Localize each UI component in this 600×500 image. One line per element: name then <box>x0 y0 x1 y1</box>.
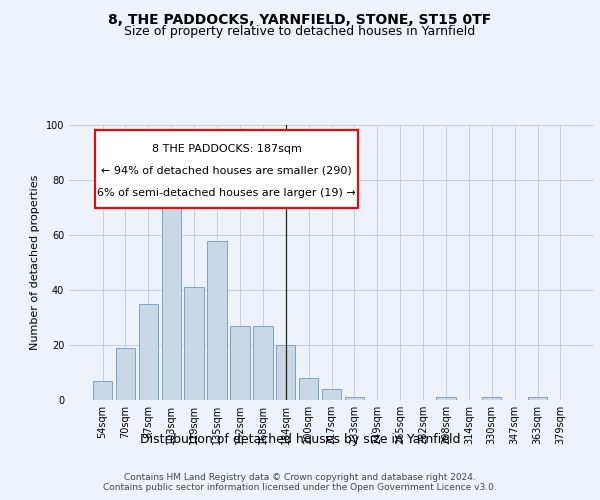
Text: 8, THE PADDOCKS, YARNFIELD, STONE, ST15 0TF: 8, THE PADDOCKS, YARNFIELD, STONE, ST15 … <box>109 12 491 26</box>
Bar <box>344 397 364 400</box>
Text: Distribution of detached houses by size in Yarnfield: Distribution of detached houses by size … <box>140 432 460 446</box>
Bar <box>230 326 250 400</box>
Bar <box>161 169 181 400</box>
Bar <box>253 326 272 400</box>
Bar <box>436 397 455 400</box>
Text: Contains HM Land Registry data © Crown copyright and database right 2024.
Contai: Contains HM Land Registry data © Crown c… <box>103 472 497 492</box>
Bar <box>322 389 341 400</box>
Bar <box>93 381 112 400</box>
Bar <box>139 304 158 400</box>
Bar <box>116 348 135 400</box>
Y-axis label: Number of detached properties: Number of detached properties <box>30 175 40 350</box>
Bar <box>276 345 295 400</box>
Text: Size of property relative to detached houses in Yarnfield: Size of property relative to detached ho… <box>124 25 476 38</box>
Bar <box>184 287 204 400</box>
Bar <box>528 397 547 400</box>
Bar <box>208 240 227 400</box>
Bar <box>482 397 502 400</box>
Bar <box>299 378 319 400</box>
